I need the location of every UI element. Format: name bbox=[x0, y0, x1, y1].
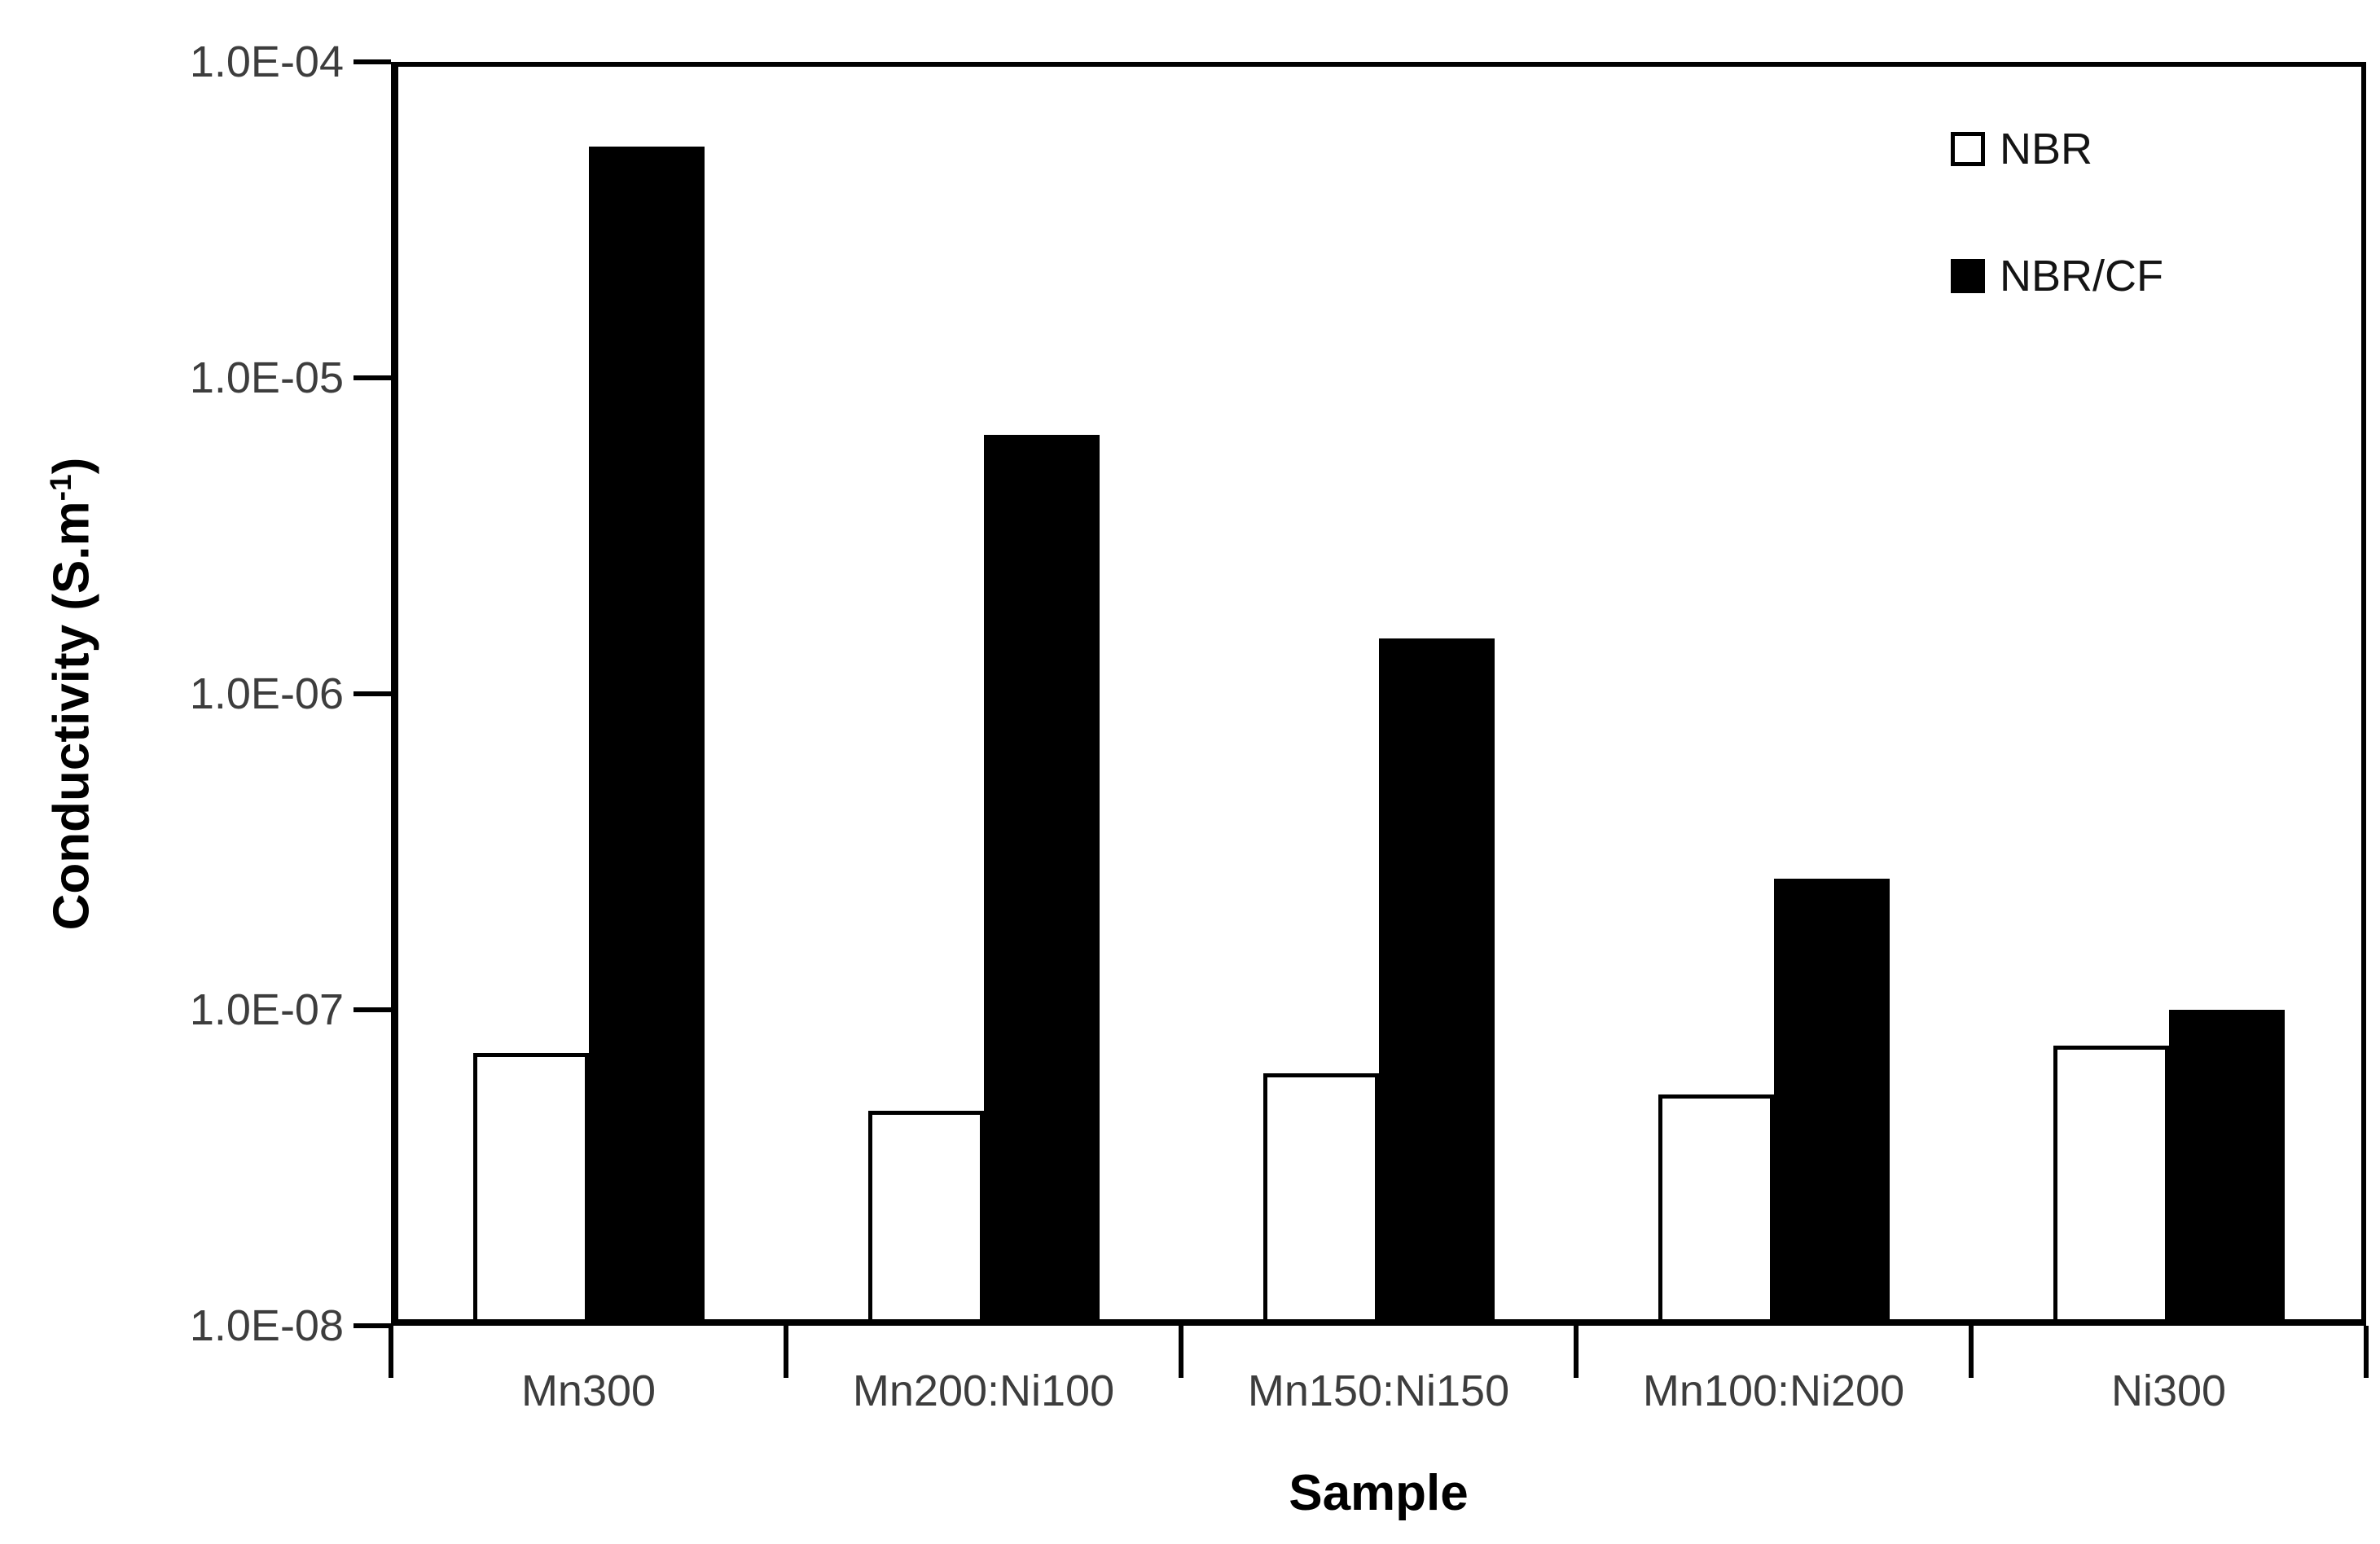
y-axis-tick-1.0E-06 bbox=[353, 691, 391, 696]
bar-nbr-mn100-ni200 bbox=[1658, 1094, 1774, 1326]
bar-nbr-mn150-ni150 bbox=[1262, 1072, 1379, 1326]
x-tick-label-Ni300: Ni300 bbox=[2110, 1366, 2227, 1415]
y-axis-tick-1.0E-08 bbox=[353, 1323, 391, 1328]
y-axis-tick-1.0E-07 bbox=[353, 1007, 391, 1012]
x-axis-tick-4 bbox=[1969, 1326, 1974, 1378]
y-tick-label-1.0E-04: 1.0E-04 bbox=[189, 37, 344, 86]
bar-nbr-cf-mn150-ni150 bbox=[1378, 638, 1495, 1326]
bar-nbr-cf-mn200-ni100 bbox=[983, 435, 1100, 1326]
y-axis-tick-1.0E-05 bbox=[353, 375, 391, 380]
y-axis-tick-1.0E-04 bbox=[353, 59, 391, 64]
bar-nbr-cf-ni300 bbox=[2168, 1010, 2285, 1326]
bar-nbr-mn300 bbox=[472, 1053, 589, 1326]
x-axis-tick-0 bbox=[389, 1326, 393, 1378]
bar-nbr-cf-mn300 bbox=[588, 146, 705, 1326]
x-tick-label-Mn200:Ni100: Mn200:Ni100 bbox=[852, 1366, 1115, 1415]
y-tick-label-1.0E-08: 1.0E-08 bbox=[189, 1301, 344, 1350]
x-axis-tick-1 bbox=[784, 1326, 788, 1378]
x-tick-label-Mn300: Mn300 bbox=[520, 1366, 656, 1415]
x-tick-label-Mn150:Ni150: Mn150:Ni150 bbox=[1247, 1366, 1510, 1415]
y-tick-label-1.0E-06: 1.0E-06 bbox=[189, 669, 344, 718]
bar-nbr-cf-mn100-ni200 bbox=[1773, 878, 1890, 1326]
y-tick-label-1.0E-05: 1.0E-05 bbox=[189, 353, 344, 402]
x-tick-label-Mn100:Ni200: Mn100:Ni200 bbox=[1642, 1366, 1905, 1415]
x-axis-tick-2 bbox=[1179, 1326, 1183, 1378]
x-axis-title: Sample bbox=[1289, 1465, 1469, 1521]
bar-nbr-mn200-ni100 bbox=[867, 1110, 984, 1326]
bar-nbr-ni300 bbox=[2053, 1046, 2169, 1326]
y-tick-label-1.0E-07: 1.0E-07 bbox=[189, 985, 344, 1034]
x-axis-tick-3 bbox=[1574, 1326, 1579, 1378]
x-axis-tick-5 bbox=[2364, 1326, 2369, 1378]
